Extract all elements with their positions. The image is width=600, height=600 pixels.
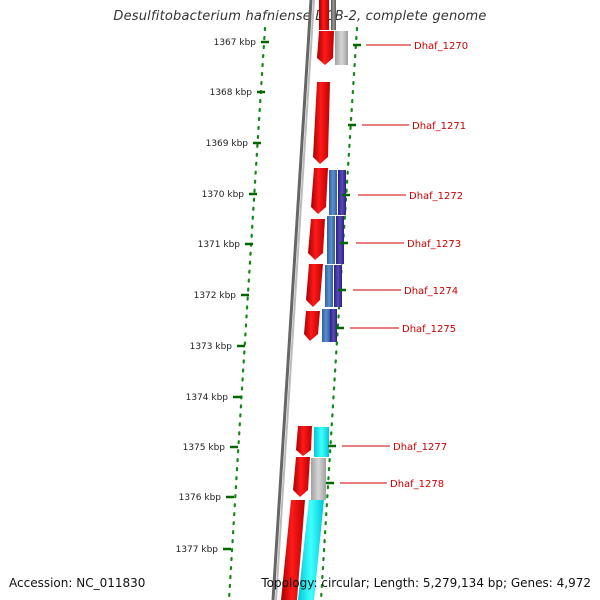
tick-label: 1368 kbp [210,88,253,98]
genome-summary: Topology: circular; Length: 5,279,134 bp… [261,576,591,590]
ring-block-cyan [314,427,329,457]
ring-block-purple [336,216,344,264]
feature-track [281,0,348,600]
tick-label: 1377 kbp [176,545,219,555]
cds-block [319,0,329,30]
cds-arrow [313,82,330,164]
gene-label: Dhaf_1273 [407,239,461,250]
cds-arrow [317,31,334,65]
map-title: Desulfitobacterium hafniense DCB-2, comp… [113,9,487,24]
tick-label: 1367 kbp [214,38,257,48]
gene-label: Dhaf_1274 [404,286,458,297]
tick-label: 1373 kbp [190,342,233,352]
cds-block [281,500,305,600]
backbone-outer [271,0,313,600]
coordinate-ticks: 1367 kbp 1368 kbp 1369 kbp 1370 kbp 1371 kbp… [176,38,269,555]
ring-block-blue [325,265,333,307]
gene-label: Dhaf_1272 [409,191,463,202]
gene-label: Dhaf_1277 [393,442,447,453]
cds-arrow [306,264,323,307]
gene-label: Dhaf_1275 [402,324,456,335]
ring-block-gray [311,458,326,500]
tick-label: 1376 kbp [179,493,222,503]
left-dotted-ring [227,26,267,600]
tick-label: 1369 kbp [206,139,249,149]
ring-block-blue [329,170,337,215]
backbone-inner [275,0,315,600]
ring-block-cyan [298,500,324,600]
cds-arrow [311,168,328,214]
right-dotted-ring [319,26,359,600]
ring-block-blue [327,216,335,264]
ring-block-gray [331,0,336,30]
tick-label: 1372 kbp [194,291,237,301]
tick-label: 1375 kbp [183,443,226,453]
ring-block-purple [334,265,342,307]
cds-arrow [293,457,310,497]
ring-block-gray [335,31,348,65]
cds-arrow [308,219,325,260]
tick-label: 1370 kbp [202,190,245,200]
gene-label: Dhaf_1270 [414,41,468,52]
gene-label: Dhaf_1278 [390,479,444,490]
ring-block-purple [338,170,346,215]
ring-block-blue [322,309,330,342]
tick-label: 1374 kbp [186,393,229,403]
accession-label: Accession: NC_011830 [9,576,146,590]
ring-block-purple [330,309,337,342]
cds-arrow [304,311,320,341]
cds-arrow [296,426,312,456]
gene-labels: Dhaf_1270 Dhaf_1271 Dhaf_1272 Dhaf_1273 Dhaf… [326,41,468,490]
tick-label: 1371 kbp [198,240,241,250]
gene-label: Dhaf_1271 [412,121,466,132]
